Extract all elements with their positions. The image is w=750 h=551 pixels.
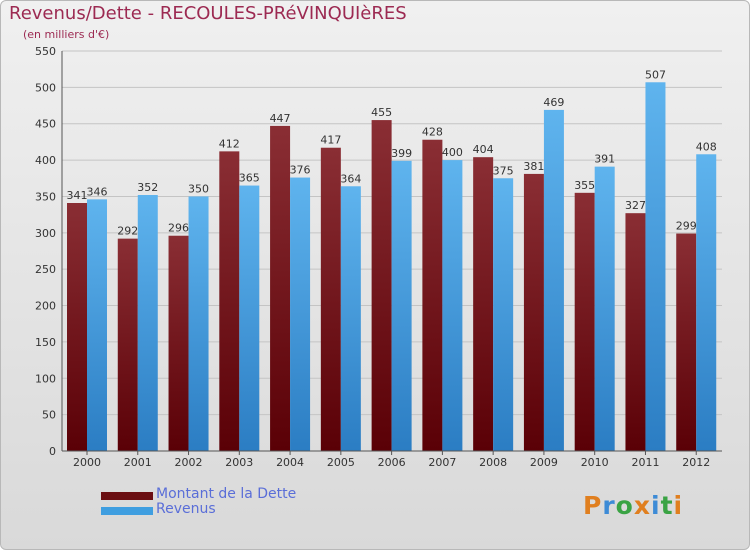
bar-dette-2005 bbox=[320, 147, 341, 451]
bar-dette-2001 bbox=[117, 238, 138, 451]
x-tick-label-2008: 2008 bbox=[479, 456, 507, 469]
logo-letter: P bbox=[583, 491, 603, 520]
label-revenus-2000: 346 bbox=[87, 185, 108, 198]
label-dette-2009: 381 bbox=[523, 160, 544, 173]
label-dette-2008: 404 bbox=[473, 143, 494, 156]
y-tick-label: 100 bbox=[35, 372, 56, 385]
bar-dette-2002 bbox=[168, 235, 189, 451]
x-tick-label-2010: 2010 bbox=[581, 456, 609, 469]
y-tick-label: 50 bbox=[42, 409, 56, 422]
bar-revenus-2007 bbox=[442, 160, 463, 451]
logo-letter: o bbox=[615, 491, 634, 520]
proxiti-logo: Proxiti bbox=[583, 491, 683, 520]
y-tick-label: 150 bbox=[35, 336, 56, 349]
x-tick-label-2011: 2011 bbox=[631, 456, 659, 469]
y-axis-ticks: 0 50 100 150 200 250 300 350 400 450 500 550 bbox=[35, 45, 56, 458]
bar-dette-2003 bbox=[219, 151, 240, 451]
label-dette-2011: 327 bbox=[625, 199, 646, 212]
bar-revenus-2008 bbox=[493, 178, 514, 452]
x-tick-label-2003: 2003 bbox=[225, 456, 253, 469]
bar-dette-2010 bbox=[574, 192, 595, 451]
y-tick-label: 0 bbox=[49, 445, 56, 458]
chart-subtitle: (en milliers d'€) bbox=[23, 28, 110, 41]
legend-label-revenus: Revenus bbox=[156, 501, 216, 517]
label-revenus-2009: 469 bbox=[543, 96, 564, 109]
bar-revenus-2005 bbox=[340, 186, 361, 452]
bar-revenus-2004 bbox=[290, 177, 311, 451]
bar-revenus-2001 bbox=[137, 195, 158, 451]
legend-swatch-debt bbox=[101, 492, 153, 500]
x-tick-label-2002: 2002 bbox=[175, 456, 203, 469]
chart-title: Revenus/Dette - RECOULES-PRéVINQUIèRES bbox=[9, 3, 407, 24]
label-revenus-2006: 399 bbox=[391, 147, 412, 160]
label-revenus-2008: 375 bbox=[493, 164, 514, 177]
bar-revenus-2009 bbox=[543, 109, 564, 451]
label-revenus-2004: 376 bbox=[290, 164, 311, 177]
label-dette-2001: 292 bbox=[117, 225, 138, 238]
y-tick-label: 200 bbox=[35, 300, 56, 313]
label-dette-2000: 341 bbox=[67, 189, 88, 202]
label-revenus-2003: 365 bbox=[239, 172, 260, 185]
y-tick-label: 400 bbox=[35, 154, 56, 167]
legend-swatch-revenus bbox=[101, 507, 153, 515]
bar-dette-2004 bbox=[270, 125, 291, 451]
bar-dette-2008 bbox=[473, 157, 494, 451]
label-revenus-2010: 391 bbox=[594, 153, 615, 166]
bar-dette-2007 bbox=[422, 139, 443, 451]
x-tick-label-2007: 2007 bbox=[428, 456, 456, 469]
label-dette-2004: 447 bbox=[270, 112, 291, 125]
data-labels: 341 346 292 352 296 350 412 365 447 376 417 364 455 3… bbox=[67, 68, 717, 237]
x-tick-label-2005: 2005 bbox=[327, 456, 355, 469]
bar-dette-2006 bbox=[371, 120, 392, 451]
label-dette-2007: 428 bbox=[422, 126, 443, 139]
y-tick-label: 550 bbox=[35, 45, 56, 58]
y-tick-label: 450 bbox=[35, 118, 56, 131]
bar-revenus-2000 bbox=[87, 199, 107, 451]
y-tick-label: 350 bbox=[35, 190, 56, 203]
label-dette-2006: 455 bbox=[371, 106, 392, 119]
bar-dette-2012 bbox=[676, 233, 697, 451]
label-dette-2010: 355 bbox=[574, 179, 595, 192]
label-dette-2002: 296 bbox=[168, 222, 189, 235]
label-revenus-2002: 350 bbox=[188, 182, 209, 195]
y-tick-label: 300 bbox=[35, 227, 56, 240]
x-tick-label-2001: 2001 bbox=[124, 456, 152, 469]
bar-revenus-2006 bbox=[391, 160, 412, 451]
logo-letter: i bbox=[673, 491, 684, 520]
bar-revenus-2003 bbox=[239, 185, 260, 451]
label-revenus-2011: 507 bbox=[645, 68, 666, 81]
bars bbox=[67, 82, 717, 452]
label-revenus-2001: 352 bbox=[137, 181, 158, 194]
legend-label-debt: Montant de la Dette bbox=[156, 486, 297, 502]
label-revenus-2007: 400 bbox=[442, 146, 463, 159]
bar-dette-2009 bbox=[523, 173, 544, 451]
x-axis-ticks: 2000 2001 2002 2003 2004 2005 2006 2007 2008 2009… bbox=[73, 451, 710, 469]
x-tick-label-2006: 2006 bbox=[378, 456, 406, 469]
logo-letter: i bbox=[651, 491, 661, 520]
bar-dette-2011 bbox=[625, 213, 646, 451]
logo-letter: r bbox=[602, 491, 616, 520]
y-tick-label: 250 bbox=[35, 263, 56, 276]
x-tick-label-2004: 2004 bbox=[276, 456, 304, 469]
label-dette-2012: 299 bbox=[676, 220, 697, 233]
label-dette-2005: 417 bbox=[320, 134, 341, 147]
bar-dette-2000 bbox=[67, 203, 87, 451]
bar-revenus-2002 bbox=[188, 196, 209, 451]
label-dette-2003: 412 bbox=[219, 137, 240, 150]
bar-revenus-2012 bbox=[696, 154, 717, 452]
logo-letter: x bbox=[633, 491, 651, 520]
y-tick-label: 500 bbox=[35, 81, 56, 94]
bar-revenus-2011 bbox=[645, 82, 666, 451]
label-revenus-2005: 364 bbox=[340, 172, 361, 185]
label-revenus-2012: 408 bbox=[696, 140, 717, 153]
x-tick-label-2000: 2000 bbox=[73, 456, 101, 469]
x-tick-label-2012: 2012 bbox=[682, 456, 710, 469]
logo-letter: t bbox=[660, 491, 674, 520]
bar-revenus-2010 bbox=[594, 166, 615, 452]
x-tick-label-2009: 2009 bbox=[530, 456, 558, 469]
